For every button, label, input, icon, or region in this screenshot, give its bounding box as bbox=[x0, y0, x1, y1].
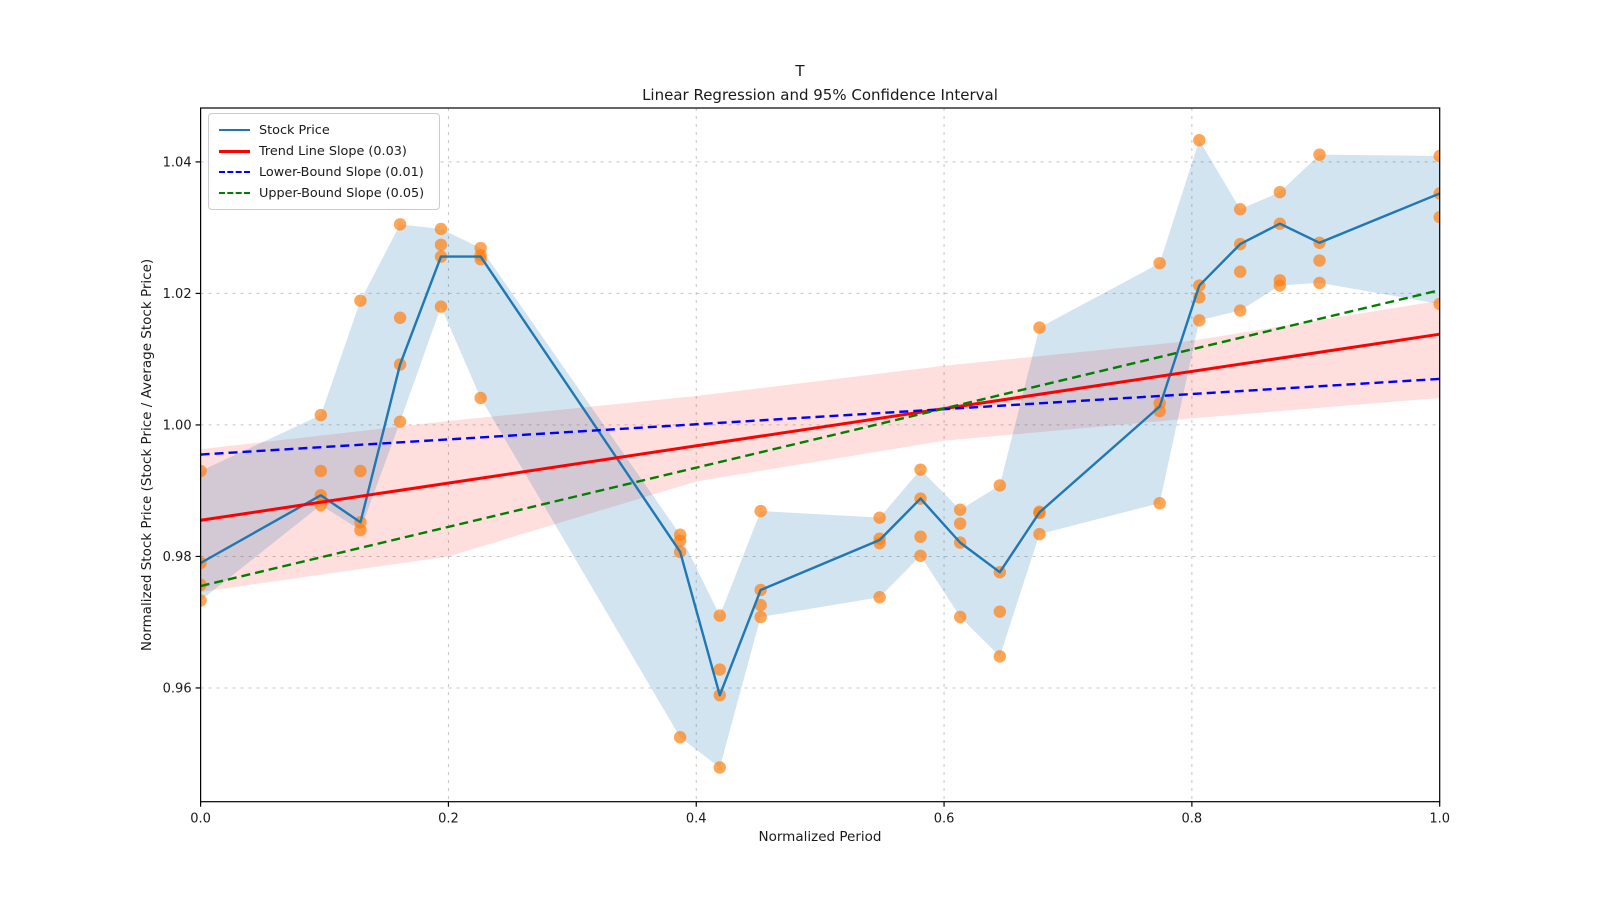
y-tick-label: 0.98 bbox=[163, 550, 192, 565]
scatter-point bbox=[953, 517, 967, 530]
scatter-point bbox=[1273, 185, 1287, 199]
scatter-point bbox=[434, 300, 448, 313]
x-tick-label: 0.6 bbox=[934, 812, 955, 827]
scatter-point bbox=[1033, 321, 1046, 334]
scatter-point bbox=[1273, 279, 1287, 292]
legend-item-upper-bound: Upper-Bound Slope (0.05) bbox=[219, 184, 429, 202]
trend-line-swatch bbox=[219, 149, 250, 153]
stock-price-line-swatch bbox=[219, 129, 250, 131]
legend-label: Stock Price bbox=[259, 122, 330, 138]
scatter-point bbox=[474, 391, 487, 405]
scatter-point bbox=[354, 464, 367, 478]
x-tick-label: 0.2 bbox=[438, 812, 459, 827]
plot-data bbox=[200, 134, 1440, 774]
upper-bound-line bbox=[200, 288, 1440, 588]
scatter-point bbox=[1313, 148, 1326, 161]
x-axis-label: Normalized Period bbox=[759, 829, 882, 845]
gridlines bbox=[200, 108, 1441, 802]
scatter-point bbox=[754, 598, 767, 612]
legend-label: Upper-Bound Slope (0.05) bbox=[259, 185, 425, 201]
scatter-point bbox=[1153, 496, 1166, 510]
scatter-point bbox=[754, 504, 767, 518]
scatter-point bbox=[314, 464, 327, 478]
y-axis-label: Normalized Stock Price (Stock Price / Av… bbox=[139, 259, 155, 651]
scatter-point bbox=[1433, 210, 1440, 224]
scatter-point bbox=[434, 238, 448, 251]
scatter-point bbox=[393, 218, 407, 231]
scatter-point bbox=[1193, 134, 1206, 147]
scatter-point bbox=[914, 549, 927, 562]
scatter-point bbox=[354, 294, 367, 307]
stock-price-line bbox=[200, 192, 1440, 697]
scatter-point bbox=[393, 415, 407, 428]
scatter-point bbox=[953, 610, 967, 624]
stock-band bbox=[200, 140, 1440, 768]
scatter-point bbox=[1234, 304, 1247, 317]
scatter-point bbox=[914, 530, 927, 543]
x-tick-label: 0.8 bbox=[1182, 812, 1203, 827]
lower-bound-line bbox=[200, 377, 1440, 456]
trend-line bbox=[200, 332, 1440, 522]
scatter-point bbox=[873, 511, 886, 524]
x-tick-label: 0.4 bbox=[686, 812, 707, 827]
scatter-point bbox=[914, 463, 927, 476]
scatter-point bbox=[713, 663, 726, 676]
scatter-point bbox=[754, 610, 767, 624]
scatter-point bbox=[1234, 203, 1247, 216]
upper-bound-line-swatch bbox=[219, 192, 250, 194]
legend-label: Lower-Bound Slope (0.01) bbox=[259, 164, 424, 180]
y-tick-label: 1.02 bbox=[163, 287, 192, 302]
scatter-point bbox=[1313, 254, 1326, 267]
axes-title: Linear Regression and 95% Confidence Int… bbox=[642, 86, 998, 104]
scatter-point bbox=[1234, 265, 1247, 278]
scatter-point bbox=[393, 311, 407, 324]
scatter-point bbox=[434, 222, 448, 236]
y-tick-label: 0.96 bbox=[163, 681, 192, 696]
legend: Stock Price Trend Line Slope (0.03) Lowe… bbox=[208, 113, 440, 210]
scatter-point bbox=[1033, 527, 1046, 541]
scatter-point bbox=[713, 761, 726, 774]
scatter-point bbox=[953, 503, 967, 516]
scatter-point bbox=[200, 594, 207, 607]
legend-item-lower-bound: Lower-Bound Slope (0.01) bbox=[219, 163, 429, 181]
x-tick-label: 1.0 bbox=[1429, 812, 1450, 827]
scatter-point bbox=[673, 731, 687, 744]
scatter-point bbox=[993, 650, 1007, 663]
legend-item-trend-line: Trend Line Slope (0.03) bbox=[219, 142, 429, 160]
scatter-point bbox=[354, 523, 367, 537]
scatter-point bbox=[713, 609, 726, 622]
scatter-point bbox=[873, 591, 886, 604]
lower-bound-line-swatch bbox=[219, 171, 250, 173]
scatter-point bbox=[200, 464, 207, 478]
axis-ticks: 0.0 0.2 0.4 0.6 0.8 1.0 0.96 0.98 1.00 1.02 1.04 bbox=[163, 155, 1450, 826]
figure-suptitle: T bbox=[794, 62, 805, 80]
scatter-point bbox=[673, 534, 687, 547]
axes-frame bbox=[200, 107, 1441, 803]
x-tick-label: 0.0 bbox=[190, 812, 211, 827]
scatter-point bbox=[993, 479, 1007, 492]
scatter-point bbox=[1313, 276, 1326, 290]
scatter-point bbox=[1153, 256, 1166, 270]
y-tick-label: 1.04 bbox=[163, 155, 192, 170]
legend-label: Trend Line Slope (0.03) bbox=[259, 143, 407, 159]
scatter-point bbox=[314, 408, 327, 422]
scatter-point bbox=[1433, 149, 1440, 163]
ci-band bbox=[200, 300, 1440, 592]
scatter-point bbox=[1193, 314, 1206, 327]
y-tick-label: 1.00 bbox=[163, 418, 192, 433]
scatter-point bbox=[1433, 297, 1440, 311]
scatter-point bbox=[993, 605, 1007, 618]
legend-item-stock-price: Stock Price bbox=[219, 121, 429, 139]
